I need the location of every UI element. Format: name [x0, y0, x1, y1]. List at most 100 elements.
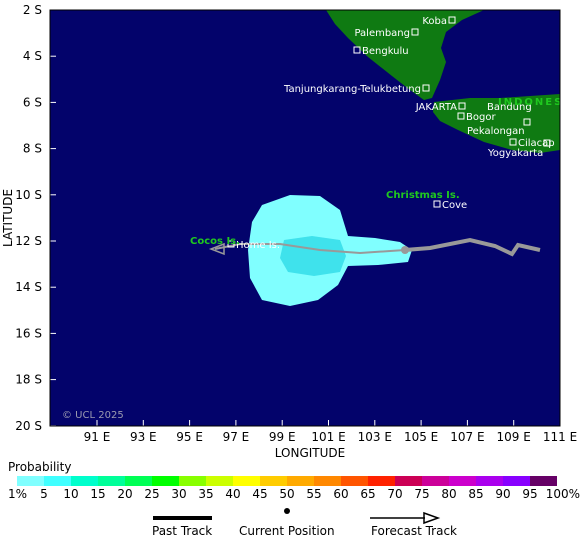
- scale-label: 100%: [546, 487, 580, 501]
- scale-cell: [125, 476, 152, 486]
- map-frame: [49, 9, 561, 427]
- place-marker: [353, 46, 361, 54]
- lat-tick-label: 20 S: [15, 419, 42, 433]
- forecast-key-arrow: [423, 511, 441, 525]
- scale-label: 10: [63, 487, 78, 501]
- place-marker: [422, 84, 430, 92]
- region-label: Cocos Is.: [190, 236, 240, 247]
- place-marker: [509, 138, 517, 146]
- scale-cell: [287, 476, 314, 486]
- copyright: © UCL 2025: [62, 410, 124, 421]
- forecast-track: [214, 243, 406, 255]
- scale-cell: [530, 476, 557, 486]
- scale-cell: [260, 476, 287, 486]
- scale-label: 5: [40, 487, 48, 501]
- place-marker: [433, 200, 441, 208]
- y-axis-label: LATITUDE: [1, 189, 15, 247]
- place-marker: [457, 112, 465, 120]
- place-label: JAKARTA: [415, 102, 457, 113]
- place-label: Bandung: [487, 102, 532, 113]
- place-label: Pekalongan: [467, 126, 525, 137]
- scale-cell: [368, 476, 395, 486]
- scale-label: 35: [198, 487, 213, 501]
- lon-tick-label: 91 E: [84, 430, 111, 444]
- place-label: Home Is.: [236, 240, 280, 251]
- scale-label: 40: [225, 487, 240, 501]
- scale-cell: [476, 476, 503, 486]
- forecast-arrow: [208, 242, 225, 256]
- lat-tick-label: 18 S: [15, 373, 42, 387]
- place-label: Cove: [442, 200, 467, 211]
- prob-inner: [280, 236, 346, 276]
- scale-label: 30: [171, 487, 186, 501]
- scale-label: 70: [387, 487, 402, 501]
- lat-tick-label: 14 S: [15, 280, 42, 294]
- scale-cell: [395, 476, 422, 486]
- scale-label: 25: [144, 487, 159, 501]
- scale-label: 1%: [8, 487, 27, 501]
- scale-cell: [152, 476, 179, 486]
- lon-tick-label: 103 E: [358, 430, 392, 444]
- lat-tick-label: 6 S: [23, 95, 42, 109]
- lon-tick-label: 95 E: [176, 430, 203, 444]
- place-marker: [411, 28, 419, 36]
- past-track: [404, 237, 541, 257]
- lon-tick-label: 111 E: [543, 430, 577, 444]
- scale-label: 45: [252, 487, 267, 501]
- scale-cell: [341, 476, 368, 486]
- scale-label: 20: [117, 487, 132, 501]
- place-marker: [543, 139, 551, 147]
- x-axis-label: LONGITUDE: [275, 446, 345, 460]
- lat-tick-label: 2 S: [23, 3, 42, 17]
- scale-label: 90: [495, 487, 510, 501]
- scale-cell: [179, 476, 206, 486]
- scale-label: 85: [468, 487, 483, 501]
- scale-label: 65: [360, 487, 375, 501]
- lat-tick-label: 10 S: [15, 188, 42, 202]
- legend-current: Current Position: [239, 524, 335, 538]
- place-marker: [448, 16, 456, 24]
- lon-tick-label: 105 E: [404, 430, 438, 444]
- scale-cell: [17, 476, 44, 486]
- scale-label: 95: [522, 487, 537, 501]
- lon-tick-label: 93 E: [130, 430, 157, 444]
- place-marker: [523, 118, 531, 126]
- legend-past: Past Track: [152, 524, 212, 538]
- scale-label: 75: [414, 487, 429, 501]
- current-position: [401, 246, 409, 254]
- lon-tick-label: 109 E: [497, 430, 531, 444]
- place-marker: [458, 102, 466, 110]
- lat-tick-label: 8 S: [23, 142, 42, 156]
- lon-tick-label: 107 E: [450, 430, 484, 444]
- place-label: Koba: [422, 16, 447, 27]
- place-marker: [227, 240, 235, 248]
- place-label: Bengkulu: [362, 46, 409, 57]
- place-label: Tanjungkarang-Telukbetung: [283, 84, 421, 95]
- place-label: Palembang: [354, 28, 410, 39]
- scale-cell: [233, 476, 260, 486]
- place-label: Yogyakarta: [487, 148, 543, 159]
- place-label: Cilacap: [518, 138, 555, 149]
- scale-label: 50: [279, 487, 294, 501]
- labels: Koba Palembang Bengkulu Tanjungkarang-Teluk…: [190, 16, 560, 251]
- scale-cell: [71, 476, 98, 486]
- lon-tick-label: 97 E: [223, 430, 250, 444]
- place-label: Bogor: [466, 112, 496, 123]
- scale-label: 15: [90, 487, 105, 501]
- sumatra: [326, 10, 484, 100]
- legend-forecast: Forecast Track: [371, 524, 457, 538]
- scale-label: 80: [441, 487, 456, 501]
- scale-cell: [44, 476, 71, 486]
- scale-cell: [314, 476, 341, 486]
- scale-cell: [503, 476, 530, 486]
- scale-label: 55: [306, 487, 321, 501]
- scale-cell: [422, 476, 449, 486]
- scale-cell: [449, 476, 476, 486]
- region-label: Christmas Is.: [386, 190, 460, 201]
- lat-tick-label: 4 S: [23, 49, 42, 63]
- current-key: [284, 508, 290, 514]
- lat-tick-label: 16 S: [15, 326, 42, 340]
- lon-tick-label: 101 E: [311, 430, 345, 444]
- legend-title: Probability: [8, 460, 71, 474]
